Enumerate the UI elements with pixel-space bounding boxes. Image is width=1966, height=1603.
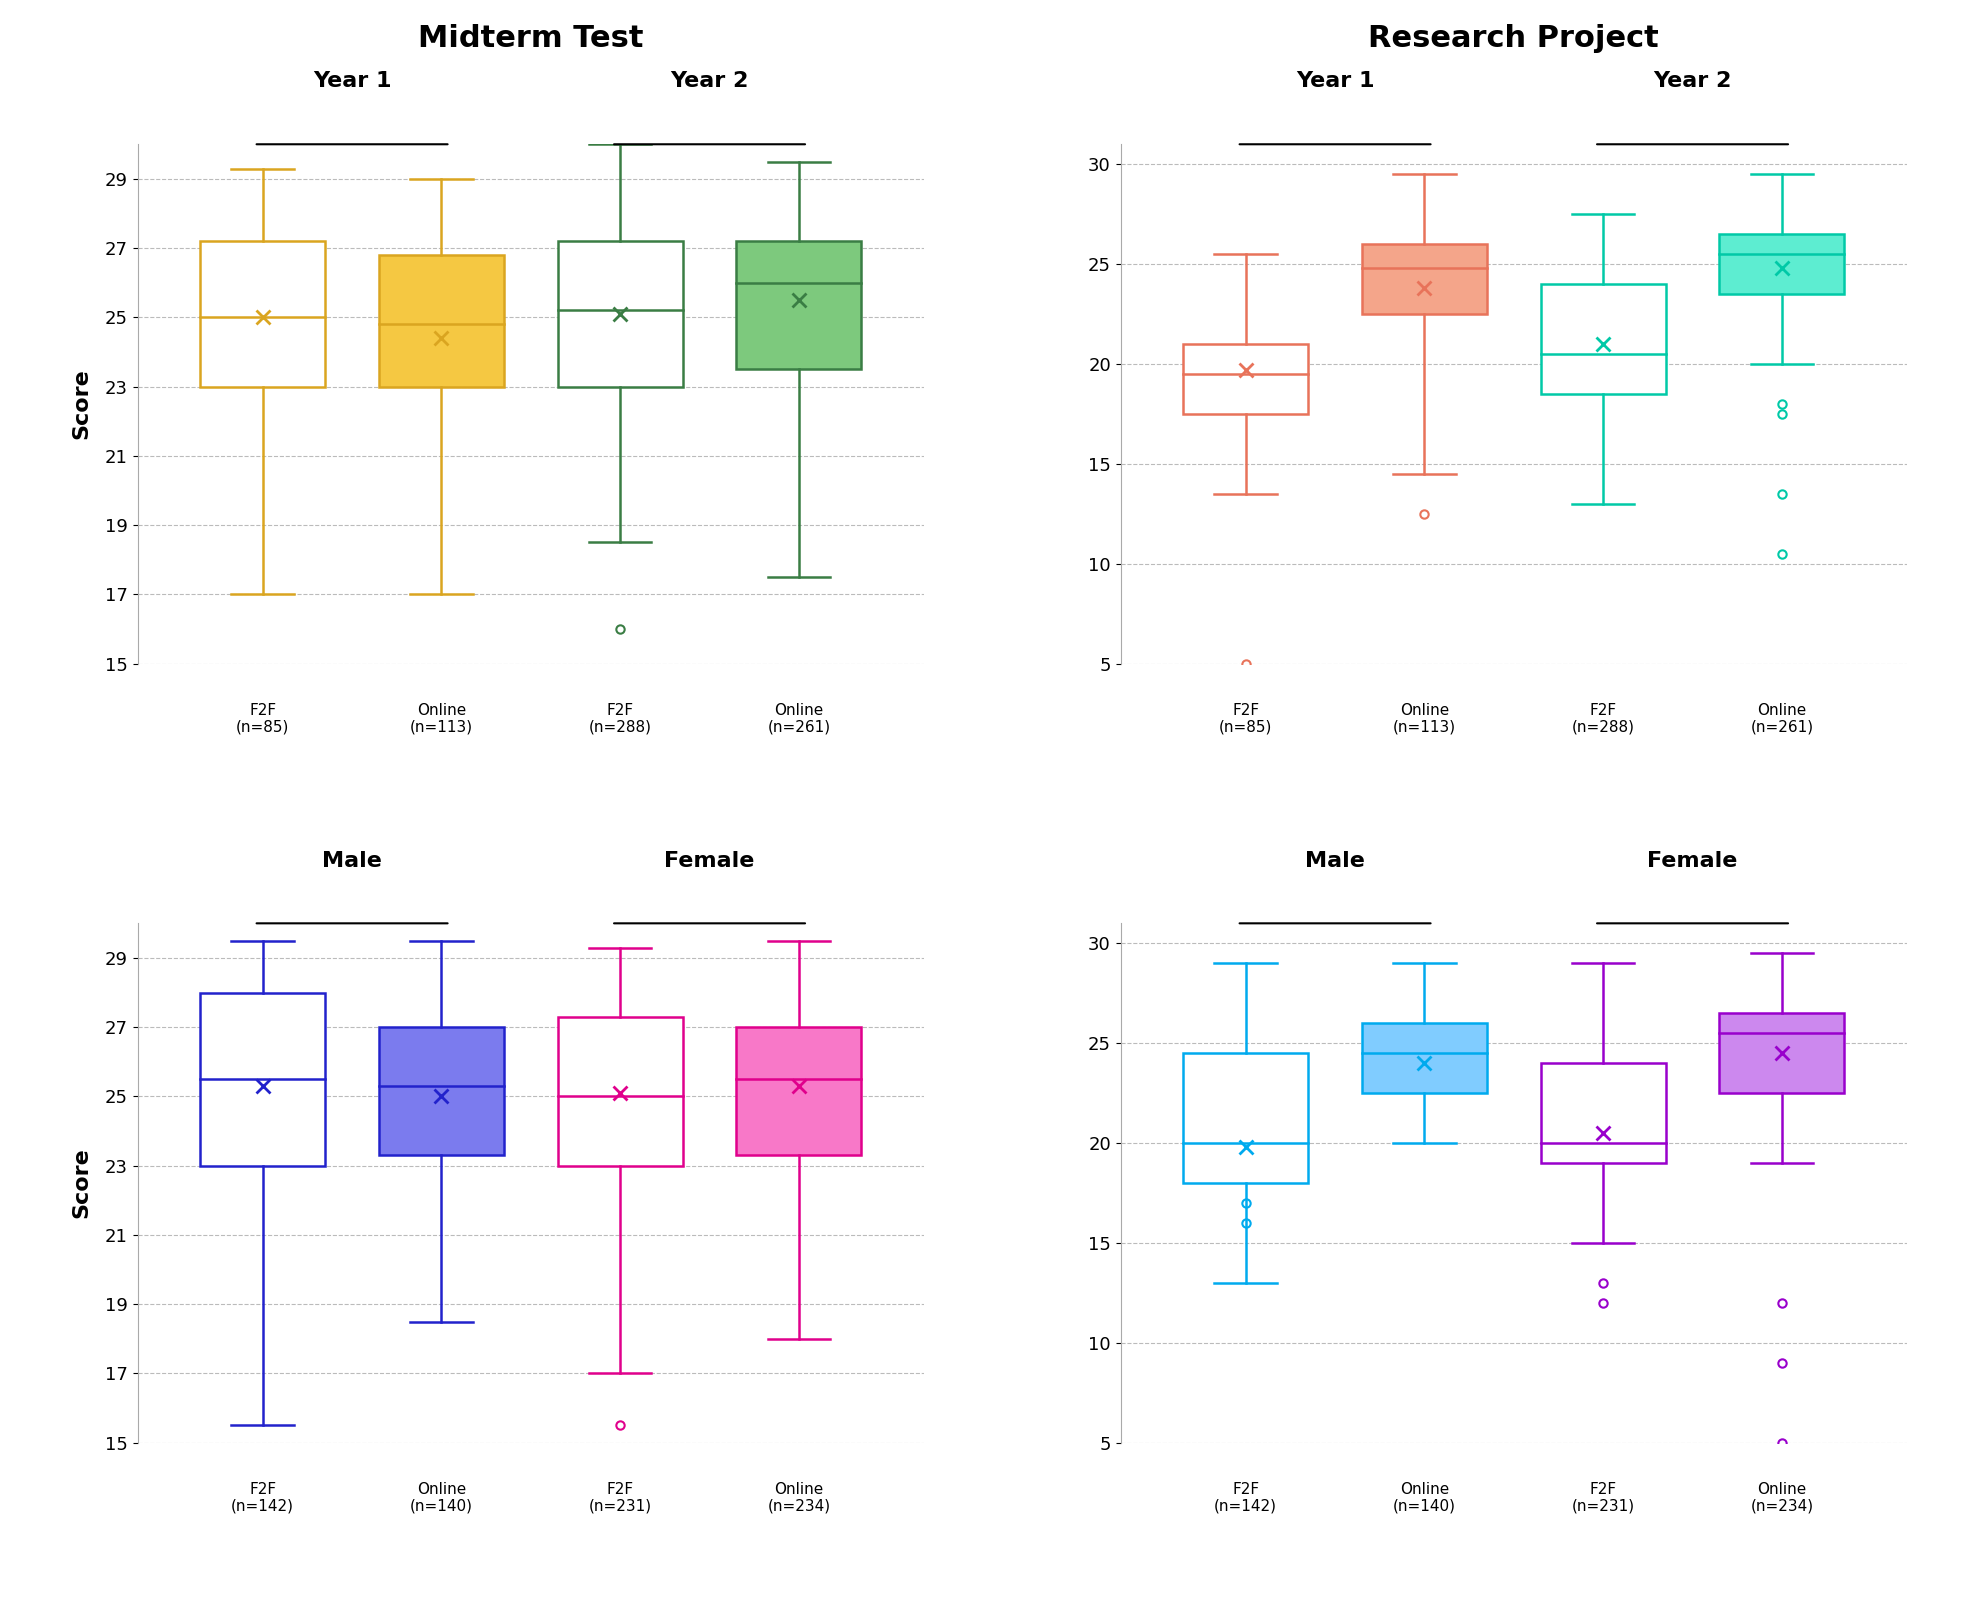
Text: F2F
(n=142): F2F (n=142) — [1215, 1481, 1278, 1513]
Bar — [558, 240, 682, 386]
Text: F2F
(n=231): F2F (n=231) — [588, 1481, 653, 1513]
Bar — [379, 1028, 503, 1156]
Text: Year 1: Year 1 — [1296, 72, 1374, 91]
Bar — [1184, 345, 1307, 414]
Bar — [558, 1016, 682, 1165]
Y-axis label: Score: Score — [71, 1148, 90, 1218]
Text: F2F
(n=85): F2F (n=85) — [236, 702, 289, 734]
Bar — [1720, 1013, 1844, 1093]
Text: F2F
(n=288): F2F (n=288) — [588, 702, 651, 734]
Bar — [1720, 234, 1844, 293]
Text: Online
(n=140): Online (n=140) — [411, 1481, 474, 1513]
Bar — [379, 255, 503, 386]
Text: F2F
(n=142): F2F (n=142) — [232, 1481, 295, 1513]
Bar — [1362, 244, 1486, 314]
Text: Online
(n=261): Online (n=261) — [767, 702, 830, 734]
Text: Online
(n=140): Online (n=140) — [1394, 1481, 1457, 1513]
Text: Online
(n=234): Online (n=234) — [1750, 1481, 1813, 1513]
Text: Online
(n=113): Online (n=113) — [1392, 702, 1457, 734]
Bar — [1184, 1053, 1307, 1183]
Text: F2F
(n=231): F2F (n=231) — [1571, 1481, 1636, 1513]
Text: Year 1: Year 1 — [313, 72, 391, 91]
Bar — [201, 992, 324, 1165]
Text: F2F
(n=288): F2F (n=288) — [1571, 702, 1634, 734]
Text: Male: Male — [322, 851, 381, 870]
Text: Female: Female — [665, 851, 755, 870]
Title: Midterm Test: Midterm Test — [419, 24, 643, 53]
Bar — [1541, 1063, 1665, 1164]
Bar — [737, 240, 861, 369]
Text: Year 2: Year 2 — [670, 72, 749, 91]
Text: F2F
(n=85): F2F (n=85) — [1219, 702, 1272, 734]
Bar — [201, 240, 324, 386]
Text: Year 2: Year 2 — [1653, 72, 1732, 91]
Text: Online
(n=113): Online (n=113) — [409, 702, 474, 734]
Text: Online
(n=261): Online (n=261) — [1750, 702, 1813, 734]
Bar — [1541, 284, 1665, 394]
Bar — [1362, 1023, 1486, 1093]
Y-axis label: Score: Score — [71, 369, 90, 439]
Bar — [737, 1028, 861, 1156]
Text: Male: Male — [1305, 851, 1364, 870]
Text: Female: Female — [1648, 851, 1738, 870]
Title: Research Project: Research Project — [1368, 24, 1659, 53]
Text: Online
(n=234): Online (n=234) — [767, 1481, 830, 1513]
